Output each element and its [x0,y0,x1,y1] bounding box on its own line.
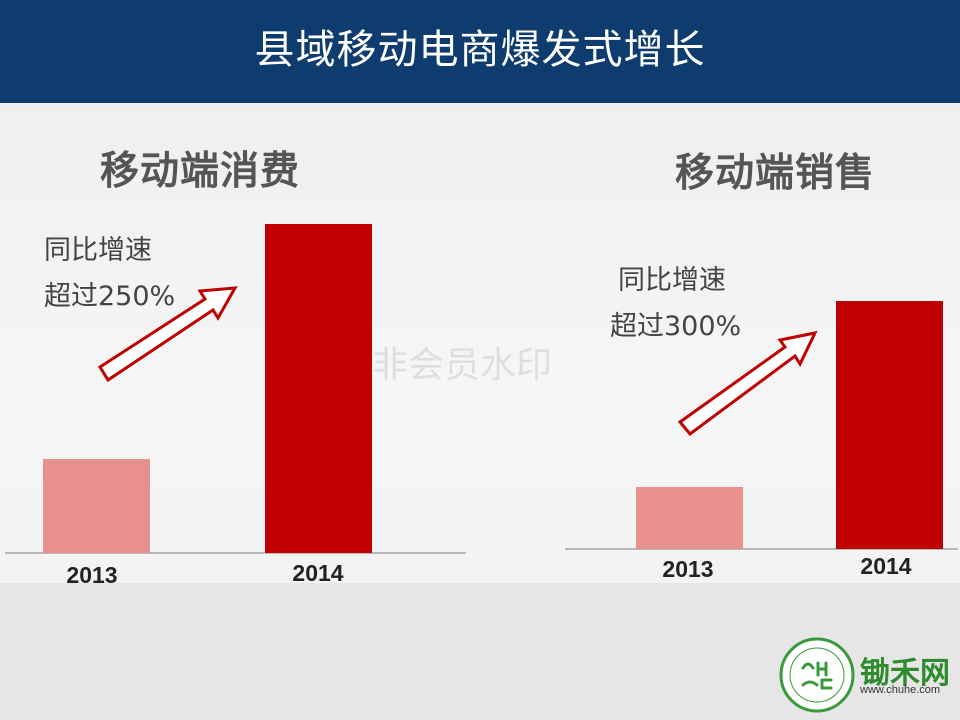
chart-2-growth-arrow [677,330,818,437]
chart-1-bar-2014 [265,224,372,553]
logo-url[interactable]: www.chuhe.com [860,684,941,696]
chart-2-note-line1: 同比增速 [618,265,726,296]
watermark-text: 非会员水印 [372,345,553,386]
chart-1-note-line1: 同比增速 [44,235,152,266]
chart-1-tick-2014: 2014 [292,560,343,586]
header-bar: 县域移动电商爆发式增长 [0,0,960,103]
chart-2-title: 移动端销售 [675,151,876,196]
chart-2-tick-2014: 2014 [860,553,911,579]
chart-2-note: 同比增速 超过300% [610,258,741,350]
chart-1-title: 移动端消费 [100,149,301,194]
chart-1-note-line2: 超过250% [44,281,176,312]
chart-2-note-line2: 超过300% [610,311,742,342]
chart-1-tick-2013: 2013 [66,562,117,588]
chart-1-bar-2013 [43,459,150,553]
logo-area[interactable]: 锄禾网 www.chuhe.com [780,640,950,710]
chart-2-tick-2013: 2013 [662,556,713,582]
logo-name: 锄禾网 [860,656,950,691]
slide-title: 县域移动电商爆发式增长 [254,27,706,73]
chart-1-growth-arrow [97,286,238,383]
chart-1-note: 同比增速 超过250% [44,228,175,320]
chart-2-bar-2013 [636,487,743,549]
chart-2-bar-2014 [836,301,943,549]
chuhe-logo-icon [779,637,855,713]
